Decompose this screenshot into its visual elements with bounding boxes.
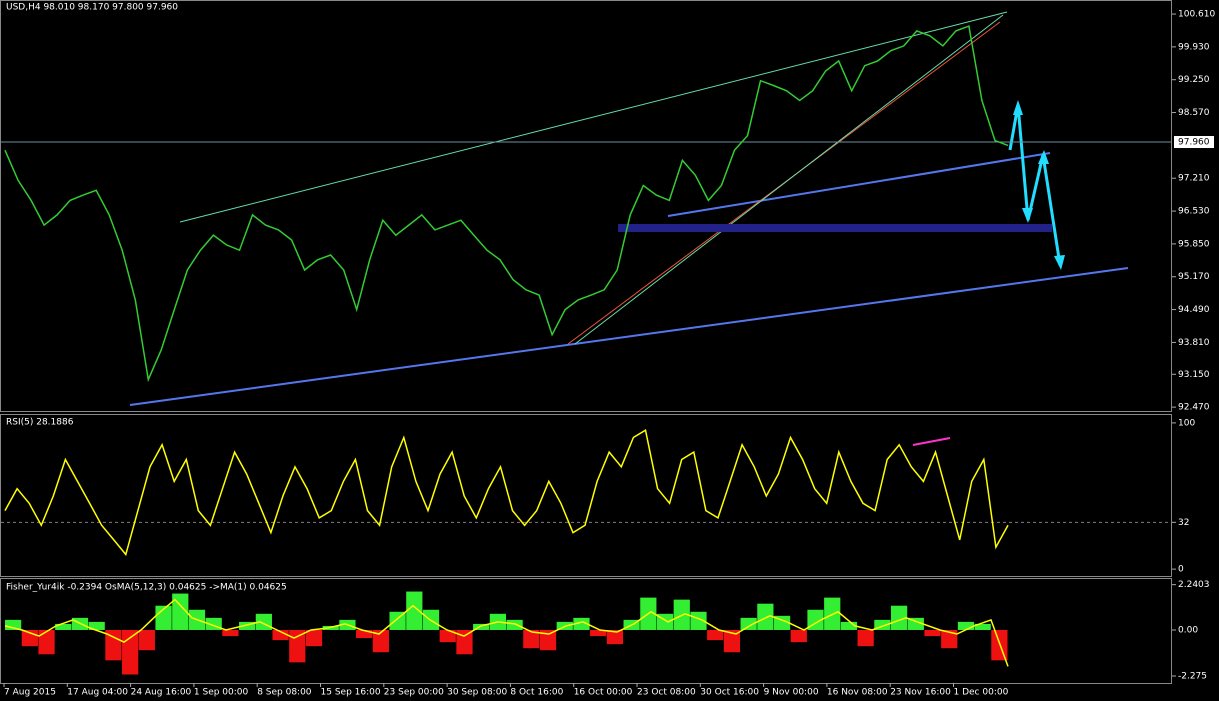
x-tick-label: 9 Nov 00:00 bbox=[764, 688, 819, 698]
x-tick-label: 8 Sep 08:00 bbox=[257, 688, 312, 698]
support-line bbox=[667, 152, 1051, 217]
histogram-bar bbox=[974, 623, 991, 630]
histogram-bar bbox=[389, 611, 406, 630]
y-tick-label: 100.610 bbox=[1178, 10, 1215, 20]
histogram-bar bbox=[172, 593, 189, 630]
y-tick-label: 97.210 bbox=[1178, 174, 1210, 184]
histogram-bar bbox=[289, 629, 306, 663]
histogram-bar bbox=[707, 629, 724, 641]
zone bbox=[618, 224, 1052, 232]
rsi-panel bbox=[0, 414, 1172, 577]
histogram-bar bbox=[5, 619, 22, 630]
y-tick-label: 99.250 bbox=[1178, 75, 1210, 85]
histogram-bar bbox=[907, 617, 924, 630]
x-tick-label: 23 Nov 16:00 bbox=[890, 688, 951, 698]
x-tick-label: 8 Oct 16:00 bbox=[510, 688, 563, 698]
histogram-bar bbox=[105, 629, 122, 661]
histogram-bar bbox=[840, 621, 858, 630]
current-price-label: 97.960 bbox=[1178, 138, 1210, 148]
histogram-bar bbox=[222, 629, 239, 637]
x-tick-label: 23 Sep 00:00 bbox=[384, 688, 444, 698]
histogram-bar bbox=[372, 629, 389, 653]
x-tick-label: 17 Aug 04:00 bbox=[67, 688, 128, 698]
y-tick-label: 93.150 bbox=[1178, 370, 1210, 380]
x-tick-label: 16 Oct 00:00 bbox=[574, 688, 633, 698]
fisher-panel bbox=[0, 578, 1172, 684]
y-tick-label: 96.530 bbox=[1178, 207, 1210, 217]
histogram-bar bbox=[890, 605, 908, 630]
histogram-bar bbox=[924, 629, 941, 637]
histogram-bar bbox=[941, 629, 958, 649]
histogram-bar bbox=[690, 611, 707, 630]
histogram-bar bbox=[723, 629, 741, 653]
histogram-bar bbox=[272, 629, 289, 641]
histogram-bar bbox=[957, 621, 975, 630]
support-line bbox=[129, 267, 1129, 406]
arrow-head bbox=[1038, 150, 1049, 164]
x-tick-label: 30 Sep 08:00 bbox=[447, 688, 507, 698]
x-tick-label: 15 Sep 16:00 bbox=[321, 688, 381, 698]
y-tick-label: 93.810 bbox=[1178, 338, 1210, 348]
y-tick-label: 95.850 bbox=[1178, 239, 1210, 249]
x-tick-label: 23 Oct 08:00 bbox=[637, 688, 696, 698]
histogram-bar bbox=[55, 623, 72, 630]
histogram-bar bbox=[539, 629, 557, 651]
histogram-bar bbox=[874, 619, 891, 630]
y-tick-label: 0 bbox=[1178, 565, 1184, 575]
histogram-bar bbox=[857, 629, 874, 647]
x-tick-label: 1 Dec 00:00 bbox=[954, 688, 1009, 698]
histogram-bar bbox=[473, 623, 490, 630]
y-tick-label: 32 bbox=[1178, 518, 1189, 528]
histogram-bar bbox=[606, 629, 624, 645]
y-tick-label: -2.275 bbox=[1178, 672, 1207, 682]
histogram-bar bbox=[38, 629, 55, 655]
y-tick-label: 92.470 bbox=[1178, 403, 1210, 413]
x-tick-label: 16 Nov 08:00 bbox=[827, 688, 888, 698]
x-tick-label: 7 Aug 2015 bbox=[4, 688, 56, 698]
histogram-bar bbox=[790, 629, 807, 643]
histogram-bar bbox=[991, 629, 1008, 661]
arrow-head bbox=[1054, 255, 1065, 270]
y-tick-label: 94.490 bbox=[1178, 305, 1210, 315]
y-tick-label: 99.930 bbox=[1178, 42, 1210, 52]
histogram-bar bbox=[356, 629, 373, 639]
histogram-bar bbox=[523, 629, 540, 649]
y-tick-label: 2.2403 bbox=[1178, 580, 1210, 590]
histogram-bar bbox=[439, 629, 456, 643]
x-tick-label: 1 Sep 00:00 bbox=[194, 688, 249, 698]
y-tick-label: 95.170 bbox=[1178, 272, 1210, 282]
y-tick-label: 0.00 bbox=[1178, 625, 1198, 635]
histogram-bar bbox=[740, 617, 757, 630]
histogram-bar bbox=[122, 629, 139, 675]
histogram-bar bbox=[456, 629, 473, 655]
series-line bbox=[4, 598, 1009, 667]
histogram-bar bbox=[506, 619, 523, 630]
histogram-bar bbox=[305, 629, 323, 647]
drawings bbox=[129, 11, 1129, 446]
histogram-bar bbox=[88, 621, 105, 630]
histogram-bar bbox=[138, 629, 155, 651]
price-box bbox=[1174, 136, 1214, 149]
arrow-head bbox=[1013, 100, 1023, 115]
series-line bbox=[4, 429, 1009, 557]
series-line bbox=[4, 25, 1009, 383]
arrow-head bbox=[1022, 208, 1033, 223]
divergence-line bbox=[912, 437, 951, 446]
fisher-title: Fisher_Yur4ik -0.2394 OsMA(5,12,3) 0.046… bbox=[6, 583, 287, 593]
histogram-bar bbox=[573, 617, 590, 630]
trend-line bbox=[574, 14, 1004, 345]
y-tick-label: 98.570 bbox=[1178, 108, 1210, 118]
y-tick-label: 100 bbox=[1178, 418, 1195, 428]
histogram-bar bbox=[406, 591, 423, 630]
price-title: USD,H4 98.010 98.170 97.800 97.960 bbox=[6, 3, 178, 13]
channel-line bbox=[179, 11, 1008, 223]
rsi-title: RSI(5) 28.1886 bbox=[6, 418, 74, 428]
x-tick-label: 24 Aug 16:00 bbox=[131, 688, 192, 698]
x-tick-label: 30 Oct 16:00 bbox=[700, 688, 759, 698]
price-panel bbox=[0, 0, 1172, 412]
histogram-bar bbox=[590, 629, 607, 637]
histogram-bar bbox=[239, 621, 256, 630]
histogram-bar bbox=[757, 603, 774, 630]
